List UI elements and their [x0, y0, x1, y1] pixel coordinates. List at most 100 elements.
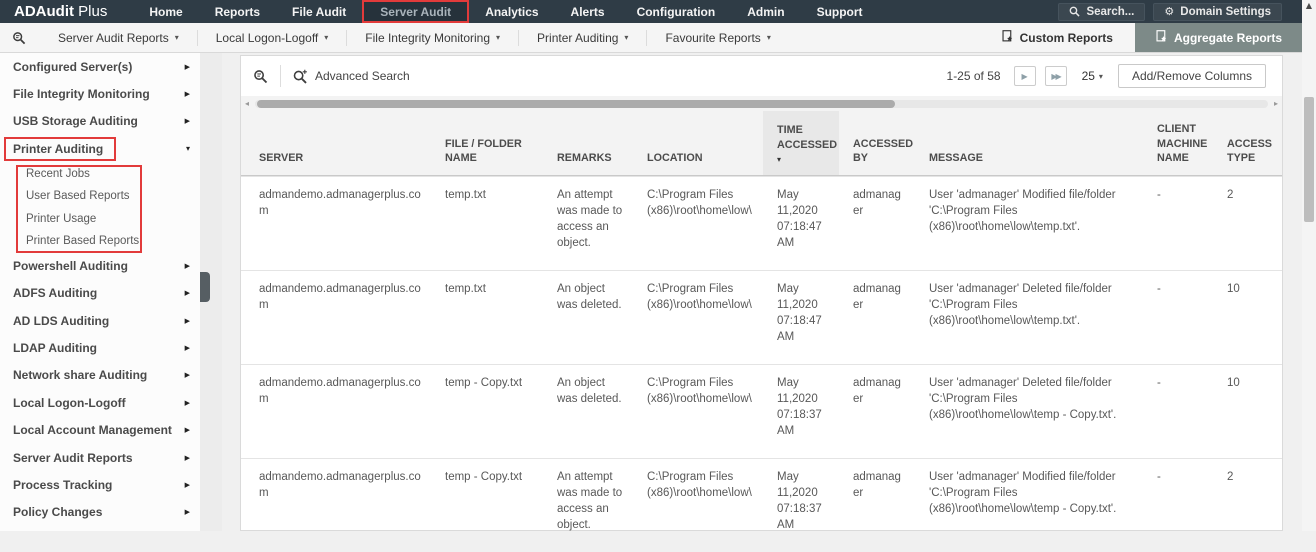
last-page-button[interactable]: ▶▶ — [1045, 66, 1067, 86]
top-nav-support[interactable]: Support — [801, 0, 879, 23]
column-header-label: TIME ACCESSED — [777, 123, 831, 152]
top-nav-analytics[interactable]: Analytics — [469, 0, 554, 23]
column-header-file-folder-name[interactable]: FILE / FOLDER NAME — [431, 129, 543, 175]
sidebar-item-policy-changes[interactable]: Policy Changes▶ — [0, 499, 200, 526]
table-row[interactable]: admandemo.admanagerplus.com temp - Copy.… — [241, 458, 1282, 552]
custom-reports-label: Custom Reports — [1020, 31, 1113, 45]
column-header-client-machine-name[interactable]: CLIENT MACHINE NAME — [1143, 114, 1213, 175]
scroll-left-icon[interactable]: ◂ — [245, 99, 255, 108]
column-header-location[interactable]: LOCATION — [633, 143, 763, 175]
cell-access-type: 2 — [1213, 177, 1281, 270]
column-search-icon[interactable] — [253, 69, 268, 84]
vertical-scrollbar[interactable]: ▲ — [1302, 0, 1316, 531]
column-header-access-type[interactable]: ACCESS TYPE — [1213, 129, 1281, 175]
search-icon — [1069, 6, 1080, 17]
cell-time-accessed: May 11,2020 07:18:47 AM — [763, 177, 839, 270]
app-logo[interactable]: ADAudit Plus — [0, 3, 133, 20]
table-row[interactable]: admandemo.admanagerplus.com temp - Copy.… — [241, 364, 1282, 458]
table-row[interactable]: admandemo.admanagerplus.com temp.txt An … — [241, 270, 1282, 364]
column-header-time-accessed[interactable]: TIME ACCESSED▾ — [763, 111, 839, 175]
cell-server: admandemo.admanagerplus.com — [241, 365, 431, 458]
menu-file-integrity-monitoring[interactable]: File Integrity Monitoring▾ — [346, 30, 518, 46]
column-header-server[interactable]: SERVER — [241, 143, 431, 175]
top-nav: Home Reports File Audit Server Audit Ana… — [133, 0, 878, 23]
sidebar-item-usb-storage-auditing[interactable]: USB Storage Auditing▶ — [0, 108, 200, 135]
sidebar-item-label: Server Audit Reports — [13, 451, 133, 465]
quick-search-icon[interactable] — [0, 31, 40, 45]
chevron-right-icon: ▶ — [185, 90, 200, 98]
aggregate-reports-button[interactable]: Aggregate Reports — [1135, 23, 1302, 52]
column-header-message[interactable]: MESSAGE — [915, 143, 1143, 175]
sidebar-item-label: Local Account Management — [13, 423, 172, 437]
cell-client-machine-name: - — [1143, 459, 1213, 552]
scroll-up-icon[interactable]: ▲ — [1302, 1, 1316, 10]
sidebar-item-ad-lds-auditing[interactable]: AD LDS Auditing▶ — [0, 307, 200, 334]
menu-printer-auditing[interactable]: Printer Auditing▾ — [518, 30, 646, 46]
sidebar-item-network-share-auditing[interactable]: Network share Auditing▶ — [0, 362, 200, 389]
sidebar-item-label: LDAP Auditing — [13, 341, 97, 355]
chevron-right-icon: ▶ — [185, 508, 200, 516]
sidebar-item-printer-auditing[interactable]: Printer Auditing▾ — [0, 135, 200, 162]
column-header-remarks[interactable]: REMARKS — [543, 143, 633, 175]
horizontal-scroll-track[interactable] — [255, 100, 1268, 108]
chevron-right-icon: ▶ — [185, 262, 200, 270]
top-nav-admin[interactable]: Admin — [731, 0, 800, 23]
table-row[interactable]: admandemo.admanagerplus.com temp.txt An … — [241, 176, 1282, 270]
chevron-right-icon: ▶ — [185, 399, 200, 407]
top-nav-alerts[interactable]: Alerts — [555, 0, 621, 23]
cell-access-type: 10 — [1213, 271, 1281, 364]
vertical-scroll-thumb[interactable] — [1304, 97, 1314, 222]
cell-message: User 'admanager' Deleted file/folder 'C:… — [915, 271, 1143, 364]
caret-down-icon: ▾ — [186, 144, 200, 153]
sidebar-item-powershell-auditing[interactable]: Powershell Auditing▶ — [0, 252, 200, 279]
horizontal-scroll-thumb[interactable] — [257, 100, 895, 108]
advanced-search-label[interactable]: Advanced Search — [315, 69, 410, 83]
page-size-select[interactable]: 25▾ — [1082, 69, 1103, 83]
sidebar-subitem-user-based-reports[interactable]: User Based Reports — [0, 185, 200, 207]
advanced-search-icon[interactable] — [293, 69, 308, 84]
sidebar-item-label: Local Logon-Logoff — [13, 396, 126, 410]
sidebar-subitem-printer-based-reports[interactable]: Printer Based Reports — [0, 230, 200, 252]
sidebar-subitem-printer-usage[interactable]: Printer Usage — [0, 207, 200, 229]
top-nav-configuration[interactable]: Configuration — [621, 0, 732, 23]
sidebar-collapse-handle[interactable] — [200, 272, 210, 302]
menu-server-audit-reports[interactable]: Server Audit Reports▾ — [40, 30, 197, 46]
caret-down-icon: ▾ — [496, 33, 500, 42]
horizontal-scrollbar: ◂ ▸ — [241, 96, 1282, 111]
toolbar-divider — [280, 65, 281, 87]
sidebar-item-process-tracking[interactable]: Process Tracking▶ — [0, 471, 200, 498]
cell-remarks: An object was deleted. — [543, 271, 633, 364]
sidebar-item-label: Configured Server(s) — [13, 60, 132, 74]
chevron-right-icon: ▶ — [185, 289, 200, 297]
top-nav-reports[interactable]: Reports — [199, 0, 276, 23]
report-panel: Advanced Search 1-25 of 58 ▶ ▶▶ 25▾ Add/… — [240, 55, 1283, 531]
sidebar-item-ldap-auditing[interactable]: LDAP Auditing▶ — [0, 334, 200, 361]
sidebar-item-local-logon-logoff[interactable]: Local Logon-Logoff ▶ — [0, 389, 200, 416]
chevron-right-icon: ▶ — [185, 426, 200, 434]
sidebar-item-file-integrity-monitoring[interactable]: File Integrity Monitoring▶ — [0, 80, 200, 107]
sidebar-item-local-account-management[interactable]: Local Account Management ▶ — [0, 416, 200, 443]
top-nav-file-audit[interactable]: File Audit — [276, 0, 362, 23]
chevron-right-icon: ▶ — [185, 317, 200, 325]
menu-favourite-reports[interactable]: Favourite Reports▾ — [646, 30, 788, 46]
table-header-area: ◂ ▸ SERVER FILE / FOLDER NAME REMARKS LO… — [241, 96, 1282, 176]
domain-settings-button[interactable]: ⚙ Domain Settings — [1153, 3, 1282, 21]
top-bar: ADAudit Plus Home Reports File Audit Ser… — [0, 0, 1302, 23]
cell-location: C:\Program Files (x86)\root\home\low\ — [633, 365, 763, 458]
cell-accessed-by: admanager — [839, 365, 915, 458]
sidebar-item-configured-servers[interactable]: Configured Server(s)▶ — [0, 53, 200, 80]
custom-reports-button[interactable]: Custom Reports — [979, 29, 1135, 46]
sidebar-item-label: ADFS Auditing — [13, 286, 97, 300]
scroll-right-icon[interactable]: ▸ — [1268, 99, 1278, 108]
gear-icon: ⚙ — [1164, 5, 1174, 18]
search-button[interactable]: Search... — [1058, 3, 1145, 21]
next-page-button[interactable]: ▶ — [1014, 66, 1036, 86]
top-nav-server-audit[interactable]: Server Audit — [362, 0, 469, 23]
sidebar-item-server-audit-reports[interactable]: Server Audit Reports▶ — [0, 444, 200, 471]
sidebar-item-adfs-auditing[interactable]: ADFS Auditing ▶ — [0, 280, 200, 307]
column-header-accessed-by[interactable]: ACCESSED BY — [839, 129, 915, 175]
top-nav-home[interactable]: Home — [133, 0, 198, 23]
sidebar-subitem-recent-jobs[interactable]: Recent Jobs — [0, 163, 200, 185]
add-remove-columns-button[interactable]: Add/Remove Columns — [1118, 64, 1266, 88]
menu-local-logon-logoff[interactable]: Local Logon-Logoff▾ — [197, 30, 347, 46]
